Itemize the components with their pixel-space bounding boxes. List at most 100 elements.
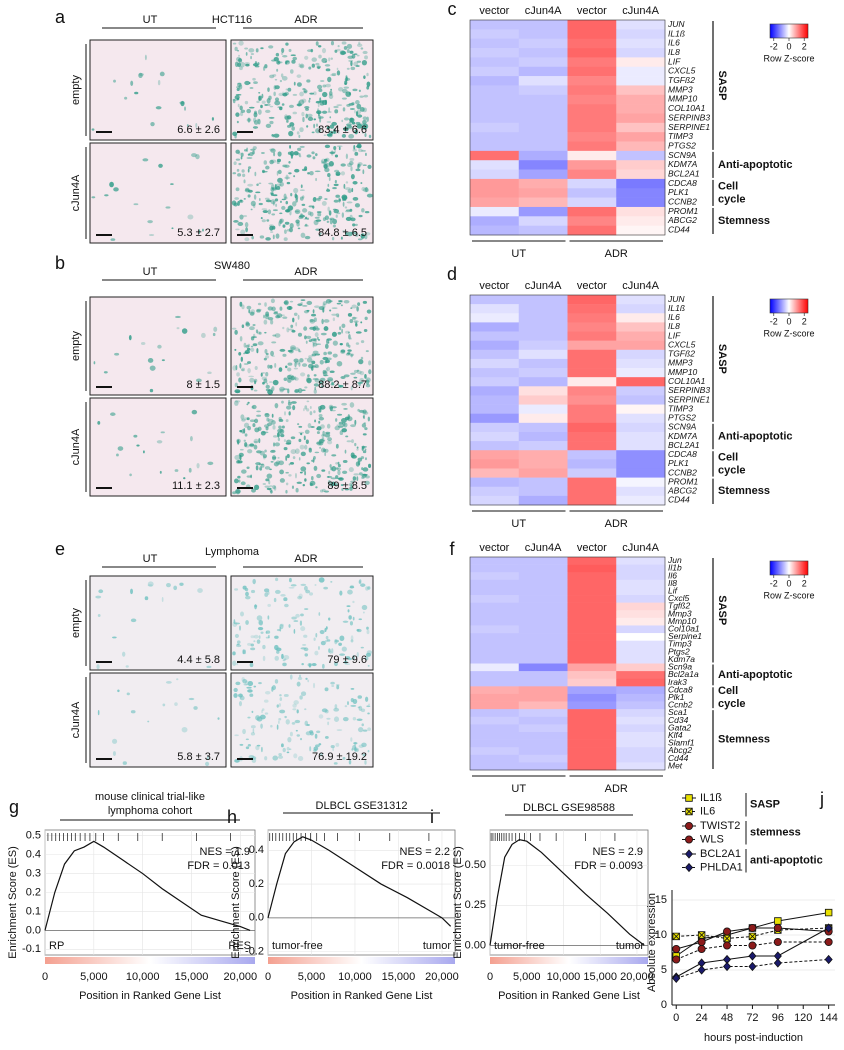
- stain-spot: [261, 152, 265, 155]
- stain-spot: [290, 347, 296, 351]
- stain-spot: [288, 328, 294, 331]
- colorbar-tick-label: 2: [802, 316, 807, 326]
- stain-spot: [352, 180, 358, 185]
- stain-spot: [309, 211, 314, 217]
- stain-spot: [333, 105, 339, 109]
- stain-spot: [334, 425, 340, 431]
- heatmap-cell: [616, 678, 666, 687]
- stain-spot: [273, 91, 276, 97]
- stain-spot: [349, 107, 355, 110]
- heatmap-cell: [567, 468, 617, 478]
- stain-spot: [347, 313, 353, 317]
- stain-spot: [309, 483, 313, 487]
- stain-spot: [361, 445, 367, 448]
- stain-spot: [347, 349, 352, 352]
- stain-spot: [252, 323, 256, 327]
- stain-spot: [280, 52, 284, 55]
- stain-spot: [299, 91, 304, 97]
- stain-spot: [355, 461, 360, 467]
- stain-spot: [325, 83, 331, 88]
- stain-spot: [237, 103, 240, 108]
- stain-spot: [149, 365, 156, 371]
- stain-spot: [93, 361, 96, 365]
- series-line: [676, 927, 829, 940]
- gene-label: COL10A1: [668, 103, 706, 113]
- stain-spot: [355, 748, 359, 752]
- stain-spot: [339, 430, 344, 436]
- heatmap-cell: [616, 625, 666, 634]
- stain-spot: [351, 316, 358, 319]
- y-tick-label: 0.4: [26, 849, 41, 861]
- stain-spot: [191, 409, 198, 415]
- y-tick-label: 0.0: [26, 924, 41, 936]
- stain-spot: [325, 299, 332, 304]
- stain-spot: [270, 186, 275, 193]
- stain-spot: [309, 406, 312, 409]
- heatmap-cell: [616, 76, 666, 86]
- stain-spot: [324, 490, 329, 493]
- stain-spot: [262, 655, 266, 662]
- stain-spot: [276, 704, 279, 708]
- stain-spot: [343, 86, 349, 89]
- heatmap-cell: [518, 557, 568, 565]
- stain-spot: [150, 122, 155, 127]
- stain-spot: [364, 656, 369, 661]
- stain-spot: [235, 158, 241, 161]
- stain-spot: [366, 629, 370, 635]
- stain-spot: [327, 341, 330, 344]
- heatmap-cell: [470, 377, 520, 387]
- gene-label: CCNB2: [668, 467, 697, 477]
- stain-spot: [318, 438, 325, 444]
- heatmap-cell: [567, 655, 617, 664]
- stain-spot: [352, 616, 355, 621]
- stain-spot: [357, 302, 361, 307]
- stain-spot: [265, 165, 270, 170]
- gene-label: Cxcl5: [668, 593, 690, 603]
- stain-spot: [165, 681, 172, 684]
- stain-spot: [249, 442, 255, 448]
- heatmap-cell: [470, 678, 520, 687]
- stain-spot: [366, 85, 370, 90]
- stain-spot: [294, 376, 297, 381]
- stain-spot: [240, 229, 246, 235]
- stain-spot: [304, 470, 307, 476]
- stain-spot: [188, 697, 195, 701]
- stain-spot: [110, 238, 116, 241]
- stain-spot: [295, 472, 297, 479]
- stain-spot: [325, 68, 331, 72]
- stain-spot: [252, 343, 258, 347]
- stain-spot: [362, 467, 369, 472]
- nes-label: NES = 2.9: [593, 846, 643, 858]
- stain-spot: [309, 730, 314, 734]
- heatmap-cell: [518, 38, 568, 49]
- stain-spot: [269, 120, 274, 125]
- stain-spot: [258, 619, 263, 626]
- heatmap-cell: [518, 104, 568, 114]
- stain-spot: [355, 121, 361, 125]
- stain-spot: [198, 229, 201, 234]
- stain-spot: [245, 227, 249, 233]
- stain-spot: [345, 435, 349, 438]
- stain-spot: [264, 348, 268, 354]
- stain-spot: [349, 585, 355, 589]
- stain-spot: [362, 169, 365, 175]
- stain-spot: [318, 54, 322, 59]
- heatmap-cell: [616, 663, 666, 672]
- stain-spot: [340, 51, 347, 55]
- stain-spot: [328, 470, 331, 475]
- plot-background: [489, 829, 649, 956]
- stain-spot: [308, 205, 314, 208]
- stain-spot: [294, 168, 300, 173]
- stain-spot: [160, 431, 165, 434]
- heatmap-cell: [518, 731, 568, 740]
- heatmap-cell: [567, 395, 617, 405]
- stain-spot: [368, 463, 372, 468]
- stain-spot: [270, 231, 274, 233]
- heatmap-cell: [470, 188, 520, 198]
- heatmap-cell: [518, 304, 568, 314]
- colorbar-label: Row Z-score: [763, 53, 814, 63]
- stain-spot: [232, 621, 238, 627]
- stain-spot: [361, 423, 367, 428]
- stain-spot: [314, 325, 319, 329]
- stain-spot: [133, 203, 139, 206]
